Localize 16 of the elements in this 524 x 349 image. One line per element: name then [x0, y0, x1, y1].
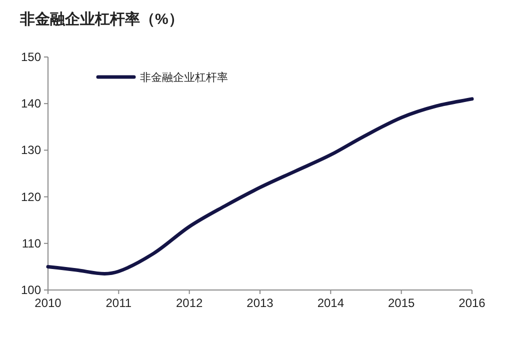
chart-title: 非金融企业杠杆率（%）	[19, 10, 184, 28]
x-tick-label: 2012	[176, 296, 204, 310]
y-tick-label: 120	[20, 190, 42, 204]
y-tick-label: 130	[20, 143, 42, 158]
x-tick-label: 2011	[106, 296, 132, 310]
y-tick-label: 110	[22, 236, 42, 250]
x-tick-label: 2016	[458, 296, 486, 310]
legend-label: 非金融企业杠杆率	[140, 71, 228, 84]
x-tick-label: 2013	[246, 296, 274, 310]
y-tick-label: 150	[20, 50, 42, 64]
y-tick-label: 100	[20, 283, 42, 297]
line-series	[46, 97, 474, 276]
x-tick-label: 2014	[317, 296, 344, 310]
x-tick-label: 2010	[34, 296, 62, 310]
x-tick-label: 2015	[388, 296, 416, 310]
y-tick-label: 140	[20, 96, 42, 111]
